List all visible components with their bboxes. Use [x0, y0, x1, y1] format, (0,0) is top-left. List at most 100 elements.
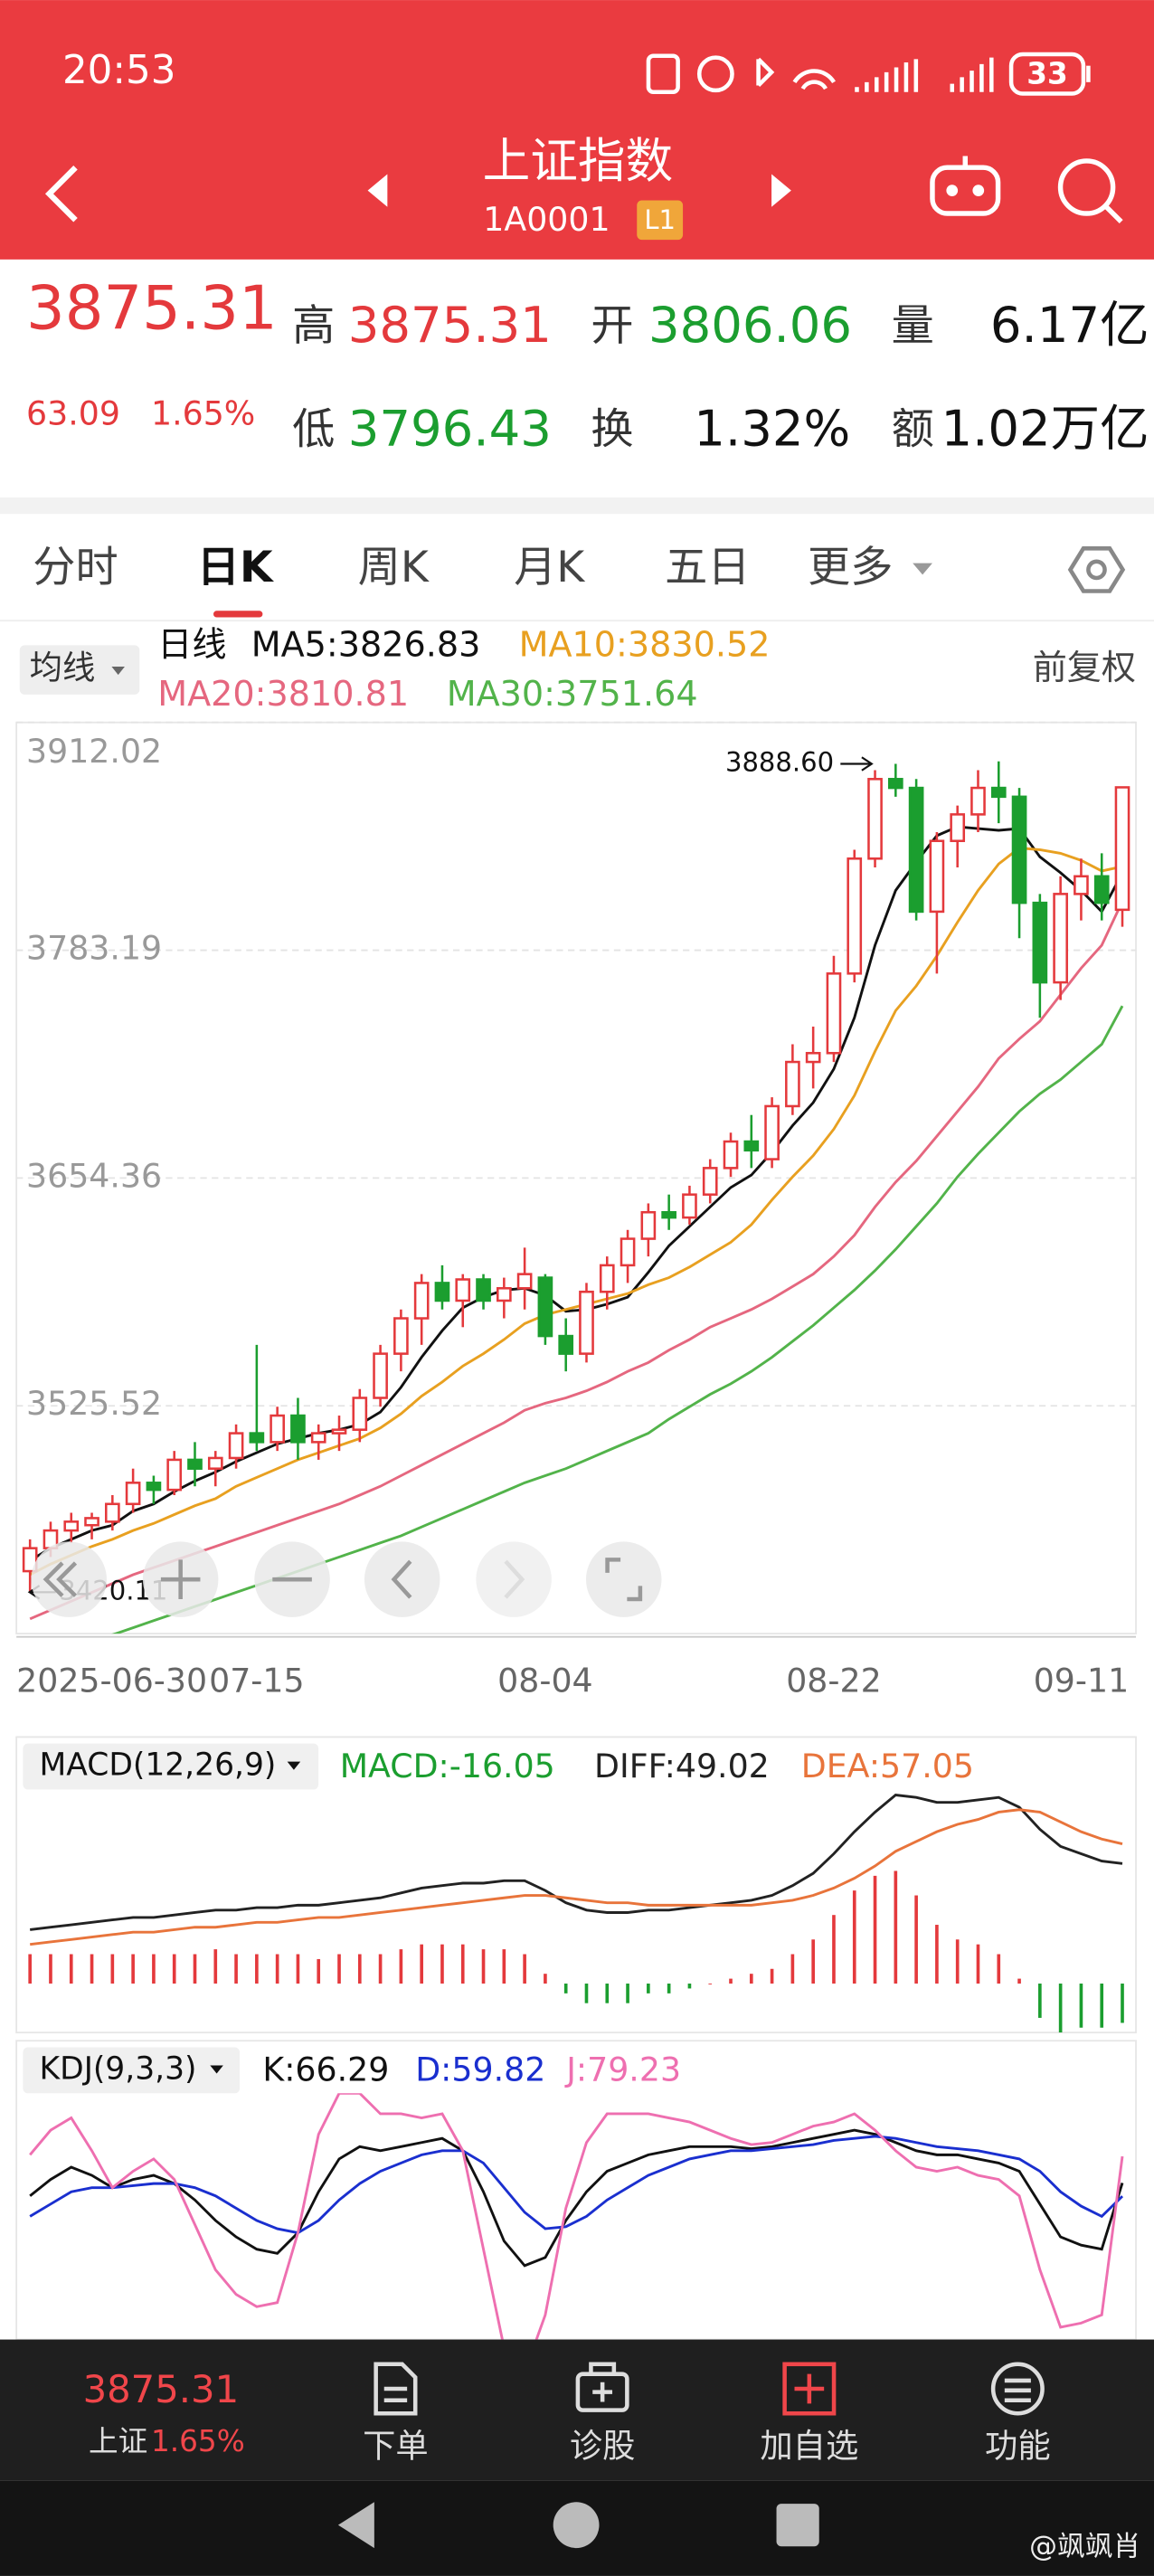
- btn-right[interactable]: [476, 1541, 552, 1617]
- dropdown-arrow: [913, 563, 932, 575]
- icon: [160, 1559, 201, 1599]
- plot: [29, 2093, 1124, 2340]
- nav-item[interactable]: 下单: [363, 2426, 429, 2465]
- sys-back[interactable]: [337, 2502, 374, 2549]
- candle-body: [764, 1104, 780, 1160]
- ma-line: [111, 1005, 1124, 1634]
- candle-body: [579, 1290, 594, 1355]
- field-label: 换: [591, 404, 633, 454]
- macd-title-bg[interactable]: [23, 1743, 319, 1790]
- macd-bar: [193, 1954, 197, 1984]
- icon: [605, 1558, 643, 1602]
- plot: [28, 1793, 1124, 2033]
- nav-index-name[interactable]: 上证: [89, 2424, 147, 2458]
- macd-bar: [399, 1949, 403, 1984]
- legend-entry: J:79.23: [564, 2050, 681, 2089]
- x-tick-label: 08-04: [497, 1662, 592, 1700]
- candle-body: [682, 1193, 697, 1219]
- tab[interactable]: 月K: [514, 543, 585, 592]
- candle-body: [661, 1210, 676, 1219]
- candle-body: [970, 786, 986, 816]
- prev-index[interactable]: [367, 174, 388, 207]
- header-bg: [0, 0, 1154, 260]
- tab[interactable]: 分时: [33, 543, 118, 592]
- level-badge: [637, 200, 684, 241]
- legend-entry: DEA:57.05: [801, 1747, 974, 1785]
- watermark: @飒飒肖: [1029, 2531, 1140, 2563]
- settings-icon[interactable]: [1067, 546, 1126, 593]
- candle-body: [1053, 893, 1068, 984]
- candle-body: [290, 1414, 306, 1444]
- next-index[interactable]: [771, 174, 791, 207]
- candle-body: [496, 1287, 512, 1302]
- tab-underline: [213, 611, 263, 618]
- back-button[interactable]: [44, 165, 78, 223]
- candle-body: [929, 839, 945, 914]
- candle-body: [537, 1276, 553, 1338]
- macd-bar: [832, 1915, 836, 1984]
- macd-bar: [131, 1954, 135, 1984]
- field-label: 开: [591, 301, 633, 351]
- candle-body: [476, 1278, 491, 1302]
- macd-bar: [1058, 1984, 1063, 2033]
- nav-icons: [374, 2362, 1045, 2416]
- dropdown-arrow: [210, 2065, 223, 2074]
- candle-body: [249, 1432, 265, 1444]
- candle-body: [1032, 901, 1048, 984]
- code: 1A0001: [483, 200, 610, 239]
- x-tick-label: 2025-06-30: [16, 1662, 207, 1700]
- nav-item[interactable]: 诊股: [570, 2426, 636, 2465]
- search-icon[interactable]: [1057, 158, 1123, 224]
- kdj-title-bg[interactable]: [23, 2047, 241, 2094]
- kdj-line: [29, 2135, 1124, 2235]
- macd-bar: [523, 1954, 526, 1984]
- field-label: 低: [292, 404, 335, 454]
- macd-bar: [894, 1870, 898, 1984]
- candle-body: [558, 1334, 574, 1355]
- nav-index-price[interactable]: 3875.31: [83, 2367, 240, 2411]
- robot-icon[interactable]: [930, 156, 1001, 216]
- field-value: 3875.31: [348, 296, 552, 354]
- candle-body: [785, 1060, 800, 1108]
- x-tick-label: 07-15: [209, 1662, 304, 1700]
- nav-item[interactable]: 加自选: [760, 2426, 858, 2465]
- sys-home[interactable]: [553, 2502, 600, 2549]
- status-time: 20:53: [62, 48, 176, 93]
- macd-bar: [811, 1939, 815, 1984]
- macd-bar: [357, 1954, 362, 1984]
- candle-body: [599, 1264, 615, 1293]
- level: L1: [644, 204, 676, 235]
- battery-level: 33: [1026, 57, 1067, 91]
- adjust[interactable]: 前复权: [1033, 648, 1136, 687]
- field-value: 1.02万亿: [941, 400, 1149, 458]
- candle-body: [146, 1482, 162, 1492]
- candle-body: [22, 1547, 38, 1573]
- ma-button[interactable]: 均线: [30, 649, 96, 687]
- candle-body: [187, 1458, 203, 1470]
- macd-bar: [563, 1984, 568, 1994]
- tab[interactable]: 更多: [808, 543, 893, 592]
- y-tick-label: 3525.52: [26, 1384, 162, 1423]
- macd-bar: [378, 1954, 383, 1984]
- ma-button-bg[interactable]: [19, 645, 140, 695]
- y-tick-label: 3654.36: [26, 1156, 162, 1195]
- nav-index-pct[interactable]: 1.65%: [151, 2424, 245, 2458]
- tab-active[interactable]: 日K: [197, 543, 274, 592]
- btn-rewind[interactable]: [31, 1541, 107, 1617]
- tab[interactable]: 五日: [665, 543, 750, 592]
- btn-left[interactable]: [364, 1541, 440, 1617]
- macd-bar: [749, 1974, 753, 1984]
- sys-recent[interactable]: [776, 2504, 819, 2547]
- candle-body: [805, 1052, 821, 1064]
- macd-bar: [605, 1984, 610, 2003]
- field-label: 高: [292, 301, 335, 351]
- macd-bar: [687, 1984, 692, 1989]
- field-value: 6.17亿: [990, 296, 1149, 354]
- macd-bar: [955, 1939, 960, 1984]
- tab[interactable]: 周K: [358, 543, 430, 592]
- btn-fullscreen[interactable]: [585, 1541, 662, 1617]
- candle-body: [373, 1352, 388, 1399]
- nav-item[interactable]: 功能: [985, 2426, 1051, 2465]
- candle-body: [826, 972, 842, 1055]
